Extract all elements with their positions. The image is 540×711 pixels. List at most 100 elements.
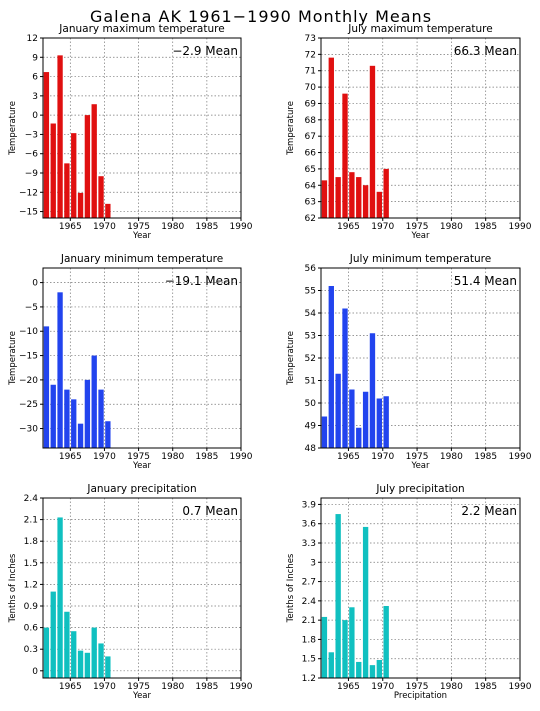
x-tick-label: 1985 <box>195 222 218 232</box>
bar <box>349 389 355 448</box>
x-tick-label: 1985 <box>474 222 497 232</box>
bar <box>98 643 104 678</box>
x-tick-label: 1985 <box>195 682 218 692</box>
y-tick-label: 2.1 <box>302 616 316 626</box>
y-tick-label: 0.3 <box>24 645 38 655</box>
x-tick-label: 1965 <box>59 682 82 692</box>
y-tick-label: 3.3 <box>302 539 316 549</box>
x-tick-label: 1980 <box>440 682 463 692</box>
y-tick-label: 2.4 <box>302 597 317 607</box>
x-tick-label: 1990 <box>509 222 532 232</box>
x-tick-label: 1975 <box>406 222 429 232</box>
bar <box>369 333 376 448</box>
y-tick-label: 64 <box>305 181 317 191</box>
x-tick-label: 1965 <box>337 452 360 462</box>
chart-panel: 3.9 3.6 3.3 3 2.7 2.4 2.1 1.8 1.5 1.2 1965 1970 1975… <box>286 483 532 701</box>
y-tick-label: 63 <box>305 198 316 208</box>
figure-title: Galena AK 1961−1990 Monthly Means <box>90 7 432 26</box>
y-tick-label: 65 <box>305 165 316 175</box>
y-tick-label: 48 <box>305 444 317 454</box>
y-tick-label: 49 <box>305 422 317 432</box>
bar <box>335 177 341 218</box>
y-tick-label: 1.5 <box>302 655 316 665</box>
y-tick-label: 3 <box>32 92 38 102</box>
x-tick-label: 1965 <box>337 222 360 232</box>
y-tick-label: 1.2 <box>302 674 316 684</box>
y-tick-label: 51 <box>305 377 316 387</box>
x-axis-label: Year <box>411 231 431 241</box>
x-axis-label: Year <box>132 461 152 471</box>
y-tick-label: 3.9 <box>302 500 317 510</box>
plot-frame <box>320 497 521 679</box>
bar <box>383 168 389 218</box>
plot-frame <box>42 267 242 449</box>
bar <box>84 652 91 678</box>
x-tick-label: 1975 <box>406 452 429 462</box>
y-tick-label: 0 <box>32 667 38 677</box>
y-tick-label: −15 <box>19 352 38 362</box>
x-tick-label: 1965 <box>59 222 82 232</box>
bar <box>356 427 362 448</box>
mean-annotation: 66.3 Mean <box>454 44 517 58</box>
y-tick-label: 69 <box>305 99 317 109</box>
bar <box>57 517 63 678</box>
bar <box>98 389 104 448</box>
x-tick-label: 1985 <box>474 682 497 692</box>
plot-frame <box>42 37 242 219</box>
bar <box>84 115 91 218</box>
x-tick-label: 1990 <box>509 682 532 692</box>
bar <box>362 526 369 678</box>
y-tick-label: 1.5 <box>24 559 38 569</box>
y-tick-label: 71 <box>305 67 316 77</box>
bar <box>64 389 70 448</box>
x-tick-label: 1980 <box>161 452 184 462</box>
y-tick-label: 2.7 <box>302 578 316 588</box>
chart-title: July precipitation <box>375 483 464 495</box>
y-tick-label: 55 <box>305 287 316 297</box>
x-axis-label: Year <box>132 231 152 241</box>
bar <box>105 203 111 218</box>
bar <box>71 631 77 678</box>
mean-annotation: 51.4 Mean <box>454 274 517 288</box>
y-tick-label: 0.6 <box>24 624 39 634</box>
bar <box>349 172 355 218</box>
y-tick-label: 3 <box>310 558 316 568</box>
bar <box>77 423 84 448</box>
bar <box>376 191 382 218</box>
bar <box>349 607 355 678</box>
y-tick-label: −30 <box>19 425 38 435</box>
bar <box>64 611 70 678</box>
y-axis-label: Tenths of Inches <box>8 553 18 623</box>
y-tick-label: 52 <box>305 354 316 364</box>
bar <box>328 286 334 448</box>
x-tick-label: 1970 <box>93 222 116 232</box>
y-tick-label: 1.2 <box>24 580 38 590</box>
bar <box>342 308 348 448</box>
bar <box>321 180 328 218</box>
y-tick-label: 70 <box>305 83 317 93</box>
chart-title: July maximum temperature <box>347 23 492 35</box>
y-tick-label: 0 <box>32 279 38 289</box>
chart-title: January maximum temperature <box>58 23 224 35</box>
y-tick-label: 0.9 <box>24 602 39 612</box>
bar <box>356 661 362 678</box>
y-tick-label: 0 <box>32 111 38 121</box>
bar <box>50 123 56 218</box>
bar <box>77 192 84 218</box>
y-tick-label: −5 <box>25 303 38 313</box>
x-tick-label: 1970 <box>93 452 116 462</box>
bar <box>342 620 348 678</box>
bar <box>356 177 362 218</box>
bar <box>362 391 369 448</box>
y-tick-label: 1.8 <box>24 537 39 547</box>
y-tick-label: −12 <box>19 188 38 198</box>
chart-title: January minimum temperature <box>60 253 223 265</box>
bar <box>43 326 50 448</box>
x-tick-label: 1985 <box>474 452 497 462</box>
chart-panel: 73 72 71 70 69 68 67 66 65 64 63 62 1965 1970 1975 1980… <box>286 23 532 241</box>
bar <box>50 384 56 448</box>
x-axis-label: Year <box>411 461 431 471</box>
y-axis-label: Tenths of Inches <box>286 553 296 623</box>
y-tick-label: 66 <box>305 149 317 159</box>
mean-annotation: 0.7 Mean <box>182 504 238 518</box>
